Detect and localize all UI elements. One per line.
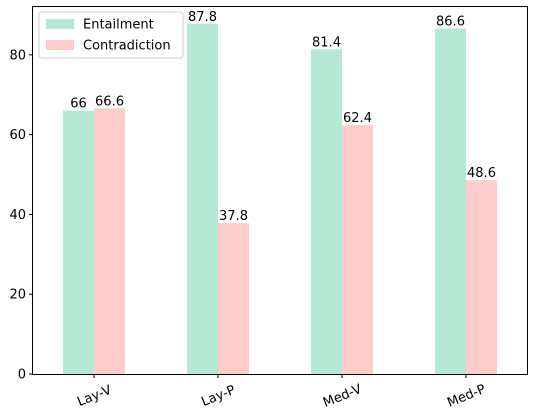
x-axis: Lay-V Lay-P Med-V Med-P — [75, 374, 488, 411]
bar-contradiction-lay-p — [218, 223, 249, 374]
bar-entailment-med-v — [311, 49, 342, 374]
data-label-entailment-lay-v: 66 — [70, 97, 87, 112]
legend-box — [38, 11, 184, 59]
x-tick-label-lay-p: Lay-P — [199, 383, 237, 410]
x-tick-label-med-v: Med-V — [321, 382, 364, 411]
x-tick-label-lay-v: Lay-V — [75, 383, 114, 410]
y-tick-label-60: 60 — [9, 128, 26, 143]
data-label-contradiction-lay-p: 37.8 — [219, 209, 248, 224]
bars-group — [63, 23, 497, 375]
axes-frame — [32, 6, 528, 375]
data-label-entailment-med-p: 86.6 — [436, 15, 465, 30]
data-label-entailment-med-v: 81.4 — [312, 35, 341, 50]
x-tick-label-med-p: Med-P — [445, 382, 488, 411]
legend-label-contradiction: Contradiction — [83, 39, 171, 54]
y-tick-label-80: 80 — [9, 48, 26, 63]
data-labels-group: 66 66.6 87.8 37.8 81.4 62.4 86.6 48.6 — [70, 10, 496, 224]
data-label-contradiction-med-v: 62.4 — [343, 111, 372, 126]
bar-contradiction-med-v — [342, 125, 373, 374]
data-label-contradiction-med-p: 48.6 — [467, 166, 496, 181]
data-label-contradiction-lay-v: 66.6 — [95, 94, 124, 109]
legend-swatch-entailment — [46, 19, 74, 29]
y-tick-label-40: 40 — [9, 208, 26, 223]
bar-contradiction-med-p — [466, 180, 497, 374]
y-tick-label-20: 20 — [9, 288, 26, 303]
legend: Entailment Contradiction — [38, 11, 184, 59]
bar-entailment-lay-p — [187, 23, 218, 375]
bar-entailment-lay-v — [63, 110, 94, 374]
legend-label-entailment: Entailment — [83, 18, 154, 33]
bar-contradiction-lay-v — [94, 108, 125, 374]
legend-swatch-contradiction — [46, 40, 74, 50]
y-tick-label-0: 0 — [18, 368, 26, 383]
y-axis: 0 20 40 60 80 — [9, 48, 33, 383]
data-label-entailment-lay-p: 87.8 — [188, 10, 217, 25]
bar-entailment-med-p — [435, 28, 466, 375]
